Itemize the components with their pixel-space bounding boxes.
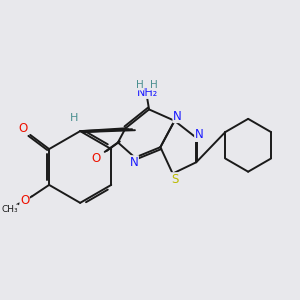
Text: O: O [18,122,27,135]
Text: N: N [130,156,138,169]
Text: H: H [70,113,79,123]
Text: N: N [195,128,203,141]
Text: CH₃: CH₃ [1,205,18,214]
Text: NH₂: NH₂ [136,88,158,98]
Text: O: O [92,152,101,165]
Text: H: H [136,80,143,90]
Text: N: N [173,110,182,122]
Text: H: H [150,80,158,90]
Text: O: O [20,194,29,208]
Text: S: S [171,173,178,186]
